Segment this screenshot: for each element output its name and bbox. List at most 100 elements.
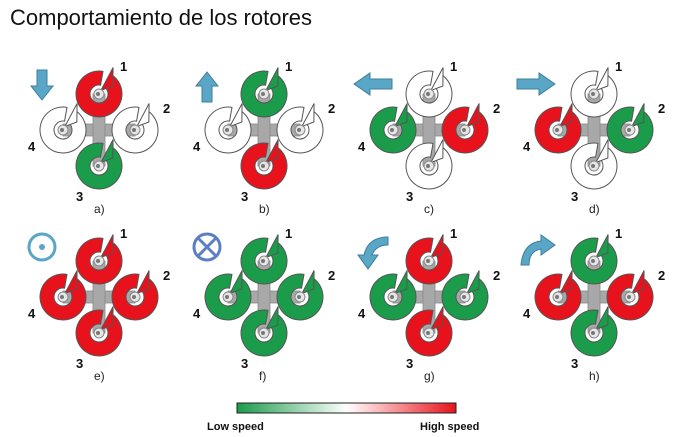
hub-dot [261,331,265,335]
rotor-number-3: 3 [571,189,578,204]
rotor-number-2: 2 [493,101,500,116]
rotation-arrow-icon [135,103,150,128]
panel-6: 1 2 3 4 f) [192,226,335,383]
hub-dot [297,128,301,132]
hub-dot [462,128,466,132]
rotor-number-3: 3 [406,189,413,204]
rotor-4 [204,103,252,154]
rotation-arrow-icon [99,139,114,164]
hub-dot [390,128,394,132]
rotation-arrow-icon [99,234,114,259]
rotor-4 [369,270,417,321]
rotation-arrow-icon [558,270,573,295]
rotor-number-1: 1 [450,59,457,74]
panel-caption: a) [94,202,105,216]
rotation-arrow-icon [558,103,573,128]
hub-dot [132,128,136,132]
panel-1: 1 2 3 4 a) [28,59,170,216]
rotor-1 [405,67,453,118]
hub-dot [96,259,100,263]
rotation-arrow-icon [429,306,444,331]
rotor-1 [240,67,288,118]
hub-dot [426,164,430,168]
hub-dot [261,92,265,96]
rotor-number-4: 4 [523,139,531,154]
arrow-down-icon [29,69,55,101]
rotor-3 [570,306,618,357]
rotor-1 [570,67,618,118]
legend-high-label: High speed [420,421,479,433]
panel-caption: g) [424,369,435,383]
rotation-arrow-icon [465,270,480,295]
rotor-number-3: 3 [76,356,83,371]
hub-dot [96,92,100,96]
hub-dot [591,331,595,335]
rotor-number-3: 3 [76,189,83,204]
hub-dot [60,295,64,299]
rotor-4 [39,270,87,321]
rotation-arrow-icon [228,103,243,128]
rotor-1 [240,234,288,285]
rotation-arrow-icon [135,270,150,295]
rotor-2 [276,103,324,154]
rotor-number-2: 2 [163,101,170,116]
rotation-arrow-icon [300,103,315,128]
rotor-3 [240,306,288,357]
panel-caption: c) [424,202,434,216]
panel-7: 1 2 3 4 g) [357,226,500,383]
rotor-3 [240,139,288,190]
speed-legend: Low speed High speed [207,402,479,433]
rotor-number-1: 1 [615,226,622,241]
rotor-number-2: 2 [658,268,665,283]
panel-8: 1 2 3 4 h) [520,226,665,383]
hub-dot [390,295,394,299]
rotor-number-4: 4 [28,139,36,154]
hub-dot [96,331,100,335]
rotation-arrow-icon [594,234,609,259]
rotor-1 [75,67,123,118]
hub-dot [555,128,559,132]
rotation-arrow-icon [264,234,279,259]
rotation-arrow-icon [393,103,408,128]
rotor-3 [75,139,123,190]
rotor-2 [276,270,324,321]
rotor-2 [111,270,159,321]
rotor-number-2: 2 [328,268,335,283]
rotor-1 [570,234,618,285]
panel-5: 1 2 3 4 e) [27,226,170,383]
rotation-arrow-icon [630,103,645,128]
hub-dot [96,164,100,168]
rotation-arrow-icon [228,270,243,295]
rotation-arrow-icon [300,270,315,295]
rotor-number-1: 1 [120,226,127,241]
hub-dot [462,295,466,299]
rotation-arrow-icon [630,270,645,295]
arrow-right-icon [516,72,556,96]
panels-group: 1 2 3 4 a) 1 2 3 4 b) 1 2 3 4 c) 1 2 3 4 d) 1 2 3 4 e) 1 2 3 4 f) 1 2 3 4… [27,59,665,383]
rotor-number-3: 3 [241,189,248,204]
panel-caption: d) [589,202,600,216]
panel-caption: h) [589,369,600,383]
rotation-arrow-icon [594,306,609,331]
cross-circle-icon [192,232,222,262]
rotation-arrow-icon [63,103,78,128]
rotor-number-3: 3 [571,356,578,371]
speed-gradient-bar [236,402,457,414]
rotor-number-2: 2 [328,101,335,116]
hub-dot [261,259,265,263]
rotation-arrow-icon [429,234,444,259]
rotor-4 [39,103,87,154]
hub-dot [555,295,559,299]
rotor-number-4: 4 [193,306,201,321]
hub-dot [627,128,631,132]
rotor-number-1: 1 [450,226,457,241]
rotor-number-4: 4 [523,306,531,321]
rotation-arrow-icon [99,306,114,331]
rotor-number-1: 1 [120,59,127,74]
hub-dot [426,92,430,96]
rotor-2 [111,103,159,154]
rotor-1 [405,234,453,285]
rotor-2 [441,270,489,321]
rotor-3 [405,306,453,357]
